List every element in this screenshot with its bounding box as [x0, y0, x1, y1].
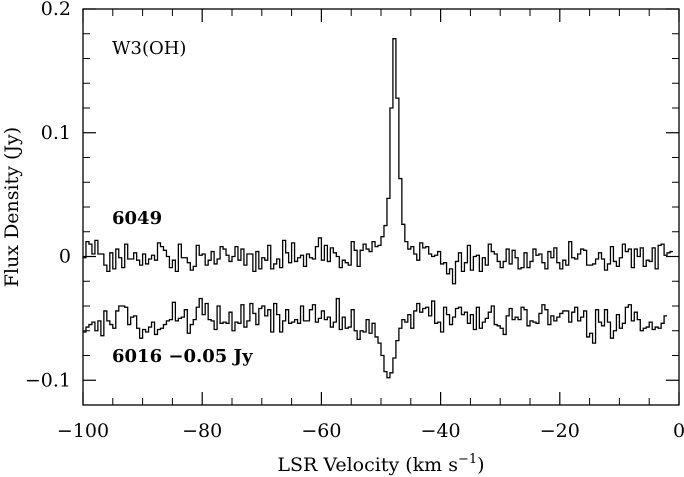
x-axis-title-main: LSR Velocity (km s: [277, 454, 458, 476]
x-axis-title-close: ): [477, 454, 484, 476]
series-group: [83, 38, 674, 379]
x-tick-label: −100: [57, 420, 109, 442]
series-label-6049: 6049: [112, 208, 162, 229]
spectrum-6016: [83, 297, 668, 379]
source-label: W3(OH): [112, 38, 186, 59]
x-tick-label: 0: [673, 420, 684, 442]
x-axis-title: LSR Velocity (km s−1): [277, 452, 484, 476]
tick-labels: −100 −80 −60 −40 −20 0 −0.1 0 0.1 0.2: [25, 0, 684, 442]
y-tick-label: 0.1: [41, 122, 71, 144]
x-tick-label: −40: [421, 420, 461, 442]
y-axis-title: Flux Density (Jy): [1, 127, 23, 287]
y-tick-label: 0: [59, 246, 71, 268]
axis-ticks: [82, 8, 680, 406]
series-label-6016: 6016 −0.05 Jy: [112, 346, 253, 367]
y-tick-label: 0.2: [41, 0, 71, 20]
spectrum-6049: [83, 38, 674, 285]
y-tick-label: −0.1: [25, 369, 71, 391]
x-axis-title-superscript: −1: [458, 452, 477, 467]
x-tick-label: −80: [182, 420, 222, 442]
x-tick-label: −20: [540, 420, 580, 442]
x-tick-label: −60: [301, 420, 341, 442]
